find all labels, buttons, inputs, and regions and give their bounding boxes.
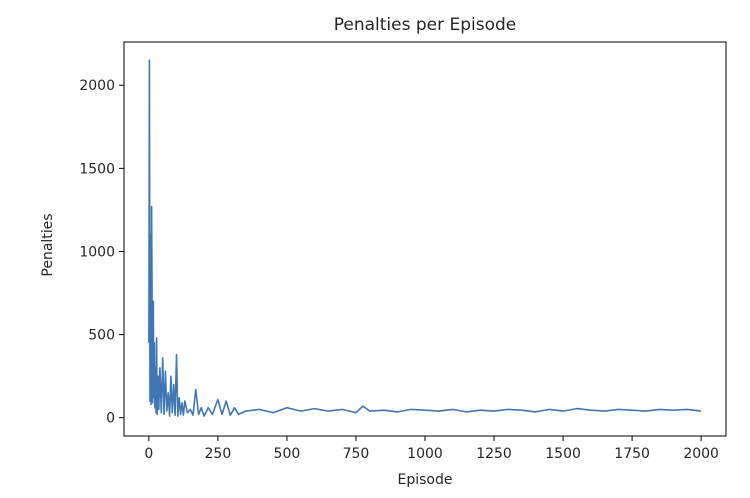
- x-tick-label: 1750: [614, 446, 650, 462]
- x-tick-label: 750: [343, 446, 370, 462]
- y-tick-label: 500: [88, 328, 115, 344]
- x-tick-label: 1250: [476, 446, 512, 462]
- x-axis-title: Episode: [398, 472, 453, 488]
- x-tick-label: 1500: [545, 446, 581, 462]
- plot-frame: [123, 41, 727, 437]
- x-tick-label: 250: [205, 446, 232, 462]
- y-tick-label: 1500: [79, 161, 115, 177]
- x-tick-label: 500: [274, 446, 301, 462]
- y-tick-label: 2000: [79, 78, 115, 94]
- x-tick-label: 2000: [683, 446, 719, 462]
- y-tick-label: 0: [106, 411, 115, 427]
- axis-ticks: 0 250 500 750 1000 1250 1500 1750 2000 0 500 1000 15…: [79, 78, 719, 462]
- x-tick-label: 1000: [407, 446, 443, 462]
- y-tick-label: 1000: [79, 244, 115, 260]
- chart-title: Penalties per Episode: [334, 15, 517, 35]
- x-tick-label: 0: [144, 446, 153, 462]
- y-axis-title: Penalties: [40, 213, 56, 276]
- series-line-0: [148, 59, 702, 417]
- plot-area: [148, 59, 702, 417]
